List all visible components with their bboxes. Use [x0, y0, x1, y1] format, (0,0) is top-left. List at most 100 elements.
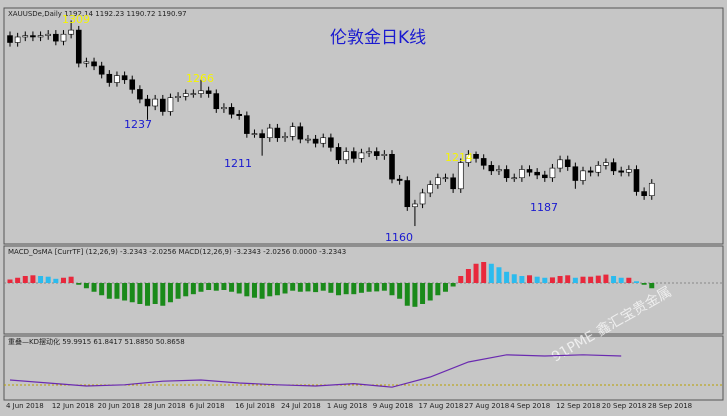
- candle-body: [549, 167, 556, 179]
- macd-bar: [129, 283, 135, 303]
- macd-bar: [175, 283, 181, 299]
- macd-bar: [603, 274, 609, 283]
- macd-bar: [137, 283, 143, 304]
- candle-body: [488, 165, 495, 172]
- macd-bar: [152, 283, 158, 304]
- macd-bar: [442, 283, 448, 292]
- annotation: 1266: [186, 72, 214, 85]
- macd-bar: [183, 283, 189, 297]
- macd-bar: [588, 276, 594, 283]
- candle-body: [228, 107, 235, 115]
- candle-body: [358, 152, 365, 159]
- x-tick-label: 27 Aug 2018: [464, 402, 509, 410]
- macd-bar: [404, 283, 410, 306]
- macd-bar: [190, 283, 196, 295]
- candle-body: [152, 98, 158, 107]
- candle-body: [213, 93, 220, 110]
- candle-body: [7, 35, 13, 43]
- macd-bar: [290, 283, 296, 291]
- x-tick-label: 28 Jun 2018: [144, 402, 186, 410]
- symbol-label: XAUUSDe,Daily 1192.14 1192.23 1190.72 11…: [8, 10, 187, 18]
- macd-bar: [649, 283, 655, 289]
- candle-body: [435, 177, 441, 185]
- candle-body: [564, 159, 571, 168]
- macd-bar: [611, 276, 617, 283]
- candle-body: [610, 162, 617, 172]
- candle-body: [121, 75, 128, 81]
- macd-bar: [358, 283, 364, 293]
- candle-body: [381, 153, 388, 156]
- candle-body: [60, 33, 67, 42]
- kd-label: 重叠—KD摆动化 59.9915 61.8417 51.8850 50.8658: [8, 337, 185, 346]
- candle-body: [312, 138, 319, 144]
- candle-body: [144, 98, 151, 107]
- macd-bar: [519, 276, 525, 283]
- macd-bar: [38, 276, 44, 283]
- candle-body: [98, 65, 105, 75]
- candle-body: [450, 177, 456, 190]
- candle-body: [534, 171, 540, 176]
- candle-body: [473, 153, 479, 159]
- macd-bar: [7, 279, 13, 283]
- candle-body: [595, 165, 602, 173]
- macd-panel: [3, 245, 724, 335]
- candle-body: [350, 151, 357, 159]
- candle-body: [106, 73, 113, 83]
- candle-body: [366, 151, 372, 154]
- macd-bar: [435, 283, 441, 296]
- candle-body: [45, 33, 52, 36]
- candle-body: [14, 36, 21, 43]
- macd-bar: [328, 283, 334, 293]
- macd-bar: [336, 283, 342, 296]
- macd-bar: [76, 283, 82, 285]
- candle-body: [419, 192, 426, 205]
- candle-body: [328, 137, 334, 148]
- annotation: 1309: [62, 13, 90, 26]
- candle-body: [389, 153, 395, 180]
- macd-bar: [213, 283, 219, 291]
- macd-bar: [160, 283, 166, 306]
- candle-body: [137, 89, 143, 100]
- candle-body: [557, 159, 563, 169]
- macd-bar: [389, 283, 395, 296]
- macd-bar: [229, 283, 235, 292]
- macd-bar: [595, 275, 601, 283]
- candle-body: [274, 127, 281, 139]
- candle-body: [511, 177, 518, 180]
- macd-bar: [542, 277, 548, 283]
- candle-body: [648, 182, 655, 196]
- candle-body: [236, 113, 242, 116]
- x-tick-label: 4 Sep 2018: [510, 402, 550, 410]
- candle-body: [83, 61, 90, 64]
- macd-bar: [397, 283, 403, 299]
- macd-bar: [99, 283, 105, 296]
- candle-body: [91, 61, 97, 67]
- candle-body: [343, 151, 349, 161]
- annotation: 1211: [224, 157, 252, 170]
- macd-bar: [351, 283, 357, 295]
- macd-bar: [206, 283, 212, 290]
- macd-bar: [511, 274, 517, 283]
- candle-body: [603, 162, 609, 166]
- candle-body: [182, 93, 189, 97]
- macd-bar: [427, 283, 433, 301]
- main-panel: [3, 7, 724, 245]
- macd-bar: [274, 283, 280, 296]
- candle-body: [320, 137, 327, 144]
- macd-bar: [633, 281, 639, 283]
- candle-body: [75, 29, 82, 64]
- kd-line: [9, 354, 622, 388]
- candle-body: [618, 170, 625, 173]
- macd-bar: [221, 283, 227, 290]
- candle-body: [519, 169, 525, 179]
- macd-bar: [53, 278, 59, 283]
- macd-bar: [565, 275, 571, 283]
- candle-body: [526, 169, 533, 173]
- candle-body: [160, 98, 166, 112]
- chart-title: 伦敦金日K线: [330, 28, 426, 48]
- candle-body: [198, 90, 204, 94]
- candle-body: [266, 127, 273, 139]
- annotation: 1187: [530, 201, 558, 214]
- macd-bar: [297, 283, 303, 292]
